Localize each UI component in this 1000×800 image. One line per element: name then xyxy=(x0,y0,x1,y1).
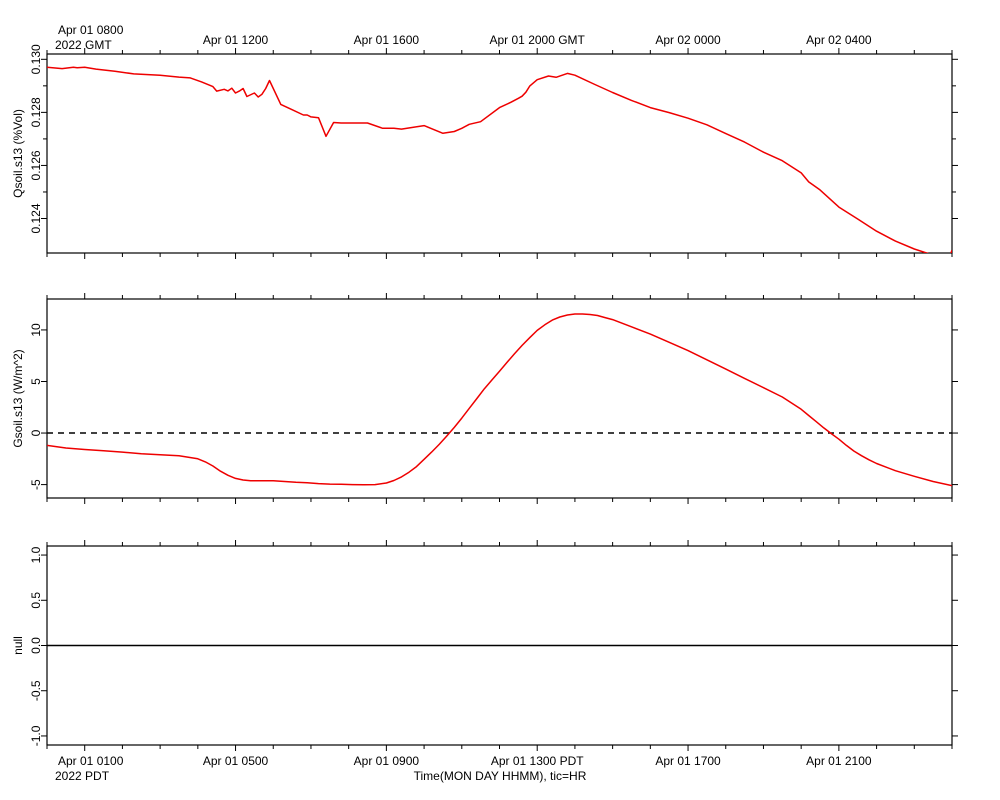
y-tick-label: 0.128 xyxy=(29,97,43,127)
y-tick-label: 0.124 xyxy=(29,203,43,233)
top-tick-label: Apr 01 2000 GMT xyxy=(490,33,586,47)
y-tick-label: 0.0 xyxy=(29,637,43,654)
y-axis-label: Qsoil.s13 (%Vol) xyxy=(11,109,25,198)
y-axis-label: Gsoil.s13 (W/m^2) xyxy=(11,349,25,447)
y-tick-label: -5 xyxy=(29,479,43,490)
top-tick-label: Apr 01 1600 xyxy=(354,33,420,47)
bottom-tick-label: Apr 01 2100 xyxy=(806,754,872,768)
chart-panel-2: -5 0 5 10 Gsoil.s13 (W/m^2) xyxy=(11,293,958,504)
bottom-time-axis: Apr 01 0500 Apr 01 0900 Apr 01 1300 PDT Apr… xyxy=(55,754,872,783)
top-tick-label: Apr 01 1200 xyxy=(203,33,269,47)
top-corner-label: Apr 01 0800 xyxy=(58,23,124,37)
y-tick-label: 0.5 xyxy=(29,592,43,609)
bottom-corner-label: Apr 01 0100 xyxy=(58,754,124,768)
y-tick-label: -0.5 xyxy=(29,680,43,701)
plot-frame xyxy=(46,53,953,254)
bottom-tick-label: Apr 01 1300 PDT xyxy=(491,754,584,768)
y-tick-label: 1.0 xyxy=(29,546,43,563)
top-time-axis: Apr 01 1200 Apr 01 1600 Apr 01 2000 GMT Apr… xyxy=(55,23,872,52)
bottom-tick-label: Apr 01 1700 xyxy=(655,754,721,768)
top-corner-label: 2022 GMT xyxy=(55,38,112,52)
y-tick-label: 0 xyxy=(29,429,43,436)
chart-panels: 0.124 0.126 0.128 0.130 Qsoil.s13 (%Vol) -5 0 5… xyxy=(11,44,958,751)
top-tick-label: Apr 02 0000 xyxy=(655,33,721,47)
y-tick-label: 5 xyxy=(29,378,43,385)
series-line-1 xyxy=(47,66,952,253)
top-tick-label: Apr 02 0400 xyxy=(806,33,872,47)
y-tick-label: -1.0 xyxy=(29,725,43,746)
bottom-corner-label: 2022 PDT xyxy=(55,769,110,783)
chart-panel-3: -1.0 -0.5 0.0 0.5 1.0 null xyxy=(11,540,958,751)
bottom-tick-label: Apr 01 0500 xyxy=(203,754,269,768)
x-axis-title: Time(MON DAY HHMM), tic=HR xyxy=(414,769,587,783)
y-axis-label: null xyxy=(11,636,25,655)
bottom-tick-label: Apr 01 0900 xyxy=(354,754,420,768)
series-line-2 xyxy=(47,313,952,487)
y-tick-label: 0.126 xyxy=(29,150,43,180)
y-tick-label: 10 xyxy=(29,323,43,337)
chart-panel-1: 0.124 0.126 0.128 0.130 Qsoil.s13 (%Vol) xyxy=(11,44,958,259)
y-tick-label: 0.130 xyxy=(29,44,43,74)
plot-frame xyxy=(46,298,953,499)
